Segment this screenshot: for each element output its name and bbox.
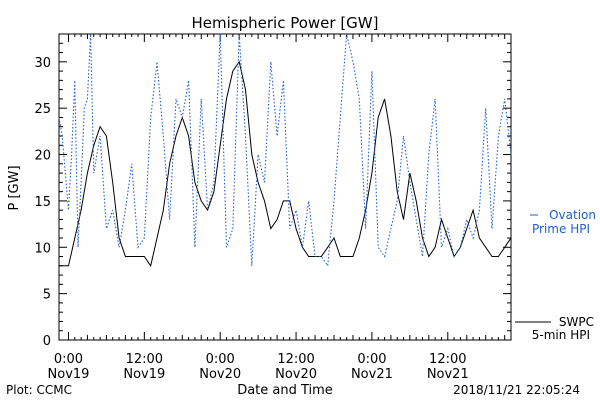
legend-ovation-label-2: Prime HPI bbox=[532, 222, 590, 236]
x-tick-label-date: Nov20 bbox=[199, 367, 241, 382]
y-tick-label: 20 bbox=[34, 149, 51, 164]
y-tick-label: 15 bbox=[34, 195, 51, 210]
series-ovation-line bbox=[58, 33, 512, 268]
chart-title: Hemispheric Power [GW] bbox=[192, 14, 379, 32]
x-tick-label-date: Nov21 bbox=[427, 367, 469, 382]
plot-frame bbox=[58, 33, 512, 341]
x-tick-label-date: Nov21 bbox=[351, 367, 393, 382]
x-tick-label-time: 12:00 bbox=[429, 352, 466, 367]
legend-swpc-label-2: 5-min HPI bbox=[532, 328, 590, 342]
x-tick-label-time: 12:00 bbox=[277, 352, 314, 367]
series-swpc-line bbox=[59, 60, 512, 268]
x-tick-label-date: Nov19 bbox=[123, 367, 165, 382]
x-axis: 0:00Nov1912:00Nov190:00Nov2012:00Nov200:… bbox=[48, 34, 512, 382]
x-tick-label-date: Nov19 bbox=[48, 367, 90, 382]
y-axis: 0 5 10 15 20 25 30 bbox=[34, 33, 511, 349]
footer-credit: Plot: CCMC bbox=[6, 383, 72, 397]
y-tick-label: 10 bbox=[34, 241, 51, 256]
x-tick-label-time: 0:00 bbox=[357, 352, 386, 367]
series-layer bbox=[58, 33, 512, 268]
y-tick-label: 5 bbox=[43, 288, 51, 303]
footer-timestamp: 2018/11/21 22:05:24 bbox=[453, 383, 580, 397]
x-tick-label-date: Nov20 bbox=[275, 367, 317, 382]
x-tick-label-time: 12:00 bbox=[126, 352, 163, 367]
y-axis-label: P [GW] bbox=[7, 165, 22, 210]
legend-ovation-label-1: Ovation bbox=[549, 208, 596, 222]
legend-swpc-label-1: SWPC bbox=[559, 315, 594, 329]
y-tick-label: 25 bbox=[34, 102, 51, 117]
x-axis-label: Date and Time bbox=[237, 383, 333, 398]
x-tick-label-time: 0:00 bbox=[54, 352, 83, 367]
x-tick-label-time: 0:00 bbox=[206, 352, 235, 367]
y-tick-label: 30 bbox=[34, 56, 51, 71]
y-tick-label: 0 bbox=[43, 334, 51, 349]
